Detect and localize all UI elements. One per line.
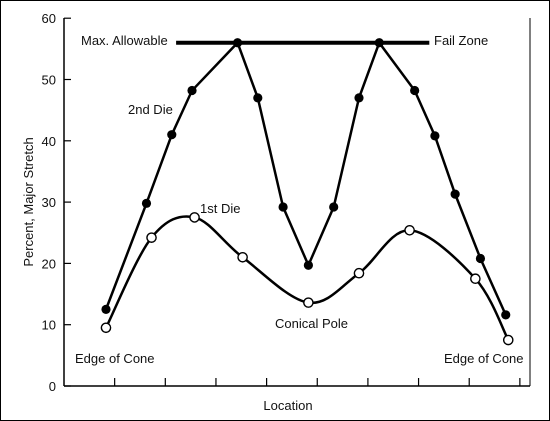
point-1st-die: [189, 212, 200, 223]
y-tick-label: 60: [42, 11, 56, 26]
point-1st-die: [470, 273, 481, 285]
point-1st-die: [502, 334, 514, 346]
point-2nd-die: [430, 131, 440, 141]
point-1st-die: [237, 251, 248, 263]
fail-zone-label: Fail Zone: [434, 33, 488, 48]
point-2nd-die: [329, 202, 339, 212]
y-tick-label: 20: [42, 256, 56, 271]
annotation-edge-left: Edge of Cone: [75, 351, 155, 366]
point-2nd-die: [187, 85, 197, 96]
point-2nd-die: [374, 38, 384, 48]
series-label-2nd-die: 2nd Die: [128, 102, 173, 117]
y-tick-label: 30: [42, 195, 56, 210]
point-1st-die: [353, 267, 365, 279]
point-2nd-die: [278, 202, 288, 212]
point-2nd-die: [475, 253, 486, 264]
annotation-conical-pole: Conical Pole: [275, 316, 348, 331]
point-2nd-die: [303, 260, 313, 270]
y-tick-label: 0: [49, 379, 56, 394]
point-2nd-die: [167, 130, 177, 140]
series-label-1st-die: 1st Die: [200, 201, 240, 216]
point-1st-die: [146, 232, 157, 243]
series-line-2nd-die: [104, 40, 507, 316]
point-2nd-die: [450, 189, 460, 199]
point-1st-die: [404, 224, 415, 236]
point-2nd-die: [410, 85, 420, 96]
point-2nd-die: [501, 310, 511, 320]
point-2nd-die: [253, 93, 263, 103]
y-tick-label: 40: [42, 134, 56, 149]
max-allowable-label: Max. Allowable: [81, 33, 168, 48]
y-tick-label: 10: [42, 318, 56, 333]
annotation-edge-right: Edge of Cone: [444, 351, 524, 366]
y-axis-title: Percent, Major Stretch: [21, 137, 36, 266]
point-2nd-die: [354, 93, 364, 103]
point-1st-die: [100, 322, 112, 334]
y-tick-label: 50: [42, 73, 56, 88]
point-2nd-die: [141, 198, 152, 208]
point-1st-die: [303, 297, 314, 308]
point-2nd-die: [232, 38, 243, 48]
point-2nd-die: [101, 304, 111, 314]
x-axis-title: Location: [263, 398, 312, 413]
